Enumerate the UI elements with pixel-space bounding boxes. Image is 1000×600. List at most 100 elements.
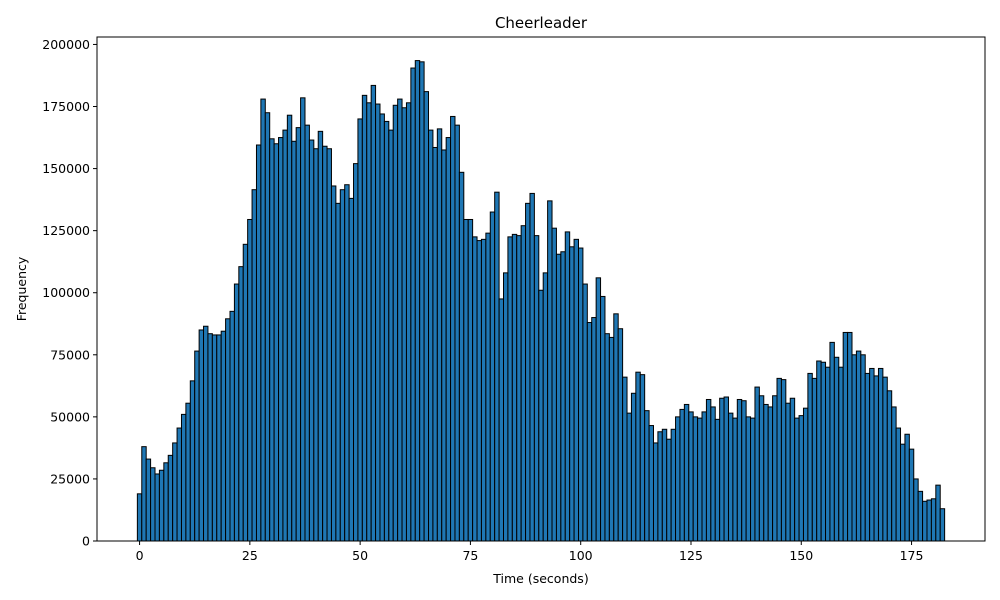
bar — [511, 233, 518, 542]
bar — [176, 427, 182, 542]
bar — [251, 189, 257, 542]
bar — [264, 112, 271, 542]
bar — [825, 366, 831, 542]
bar — [802, 407, 809, 542]
bar — [255, 144, 262, 542]
bar — [935, 484, 941, 542]
bar — [150, 467, 156, 542]
bar — [361, 94, 368, 542]
bar — [758, 395, 765, 542]
bar — [450, 115, 456, 542]
bar — [136, 493, 143, 542]
bar — [194, 350, 200, 542]
bar — [789, 397, 796, 542]
bar — [551, 227, 557, 542]
bar — [225, 318, 231, 542]
bar — [838, 366, 844, 542]
bar — [203, 325, 209, 542]
bar — [167, 454, 174, 542]
y-tick-label: 25000 — [50, 471, 90, 486]
y-tick-label: 75000 — [50, 347, 90, 362]
bar — [410, 67, 416, 542]
bar — [648, 425, 654, 542]
bar — [233, 283, 240, 542]
bar — [529, 192, 535, 542]
bar — [533, 235, 540, 542]
bar — [242, 243, 249, 542]
bar — [405, 102, 412, 542]
bar — [666, 438, 672, 542]
bar — [582, 283, 588, 542]
x-tick-label: 100 — [569, 548, 593, 563]
bar — [357, 118, 363, 542]
bar — [273, 143, 280, 542]
bar — [626, 412, 632, 542]
bar — [569, 246, 575, 542]
bar — [617, 328, 624, 542]
bar — [772, 395, 778, 542]
bar — [926, 499, 932, 542]
bar — [485, 232, 491, 542]
bar — [697, 417, 703, 542]
x-tick-label: 125 — [679, 548, 703, 563]
x-tick-label: 175 — [900, 548, 924, 563]
bar — [282, 129, 288, 542]
bar — [833, 356, 840, 542]
bar — [454, 124, 460, 542]
y-tick-label: 175000 — [42, 99, 90, 114]
bar — [939, 508, 946, 542]
bar — [798, 415, 804, 542]
bar — [322, 145, 328, 542]
bar — [441, 149, 447, 542]
bar — [816, 360, 822, 542]
bar — [158, 469, 165, 542]
bar — [886, 390, 893, 542]
y-tick-label: 0 — [82, 534, 90, 549]
bar — [701, 411, 707, 542]
bar — [198, 329, 205, 542]
bar — [335, 202, 341, 542]
bar — [542, 272, 549, 542]
bar — [608, 336, 615, 542]
bar — [913, 478, 919, 542]
bar — [930, 498, 937, 542]
bar — [882, 376, 888, 542]
bar — [586, 322, 593, 542]
bar — [286, 114, 293, 542]
bar — [811, 377, 818, 542]
bar — [613, 313, 619, 542]
bar — [339, 189, 346, 542]
bar — [300, 97, 306, 542]
bar — [750, 417, 756, 542]
bar — [679, 408, 685, 542]
bar — [428, 129, 434, 542]
bar — [344, 184, 350, 542]
bar — [555, 253, 562, 542]
bar — [467, 218, 474, 542]
bar — [891, 406, 897, 542]
bar — [538, 289, 544, 542]
bar — [445, 137, 452, 542]
bar — [247, 218, 253, 542]
bar — [185, 402, 191, 542]
x-tick-label: 75 — [462, 548, 478, 563]
bar — [864, 372, 871, 542]
bar — [401, 107, 407, 542]
y-tick-label: 150000 — [42, 161, 90, 176]
bar — [895, 427, 902, 542]
bar — [432, 146, 438, 542]
bar — [419, 61, 425, 542]
bar — [436, 128, 443, 542]
bar — [507, 236, 513, 542]
bar — [348, 197, 355, 542]
x-tick-label: 25 — [242, 548, 258, 563]
y-tick-label: 125000 — [42, 223, 90, 238]
bar — [639, 374, 646, 542]
x-tick-label: 50 — [352, 548, 368, 563]
bar — [917, 490, 924, 542]
bar — [472, 236, 478, 542]
bar — [604, 333, 610, 542]
bar — [498, 298, 505, 542]
bar — [719, 397, 725, 542]
bar — [851, 354, 857, 542]
